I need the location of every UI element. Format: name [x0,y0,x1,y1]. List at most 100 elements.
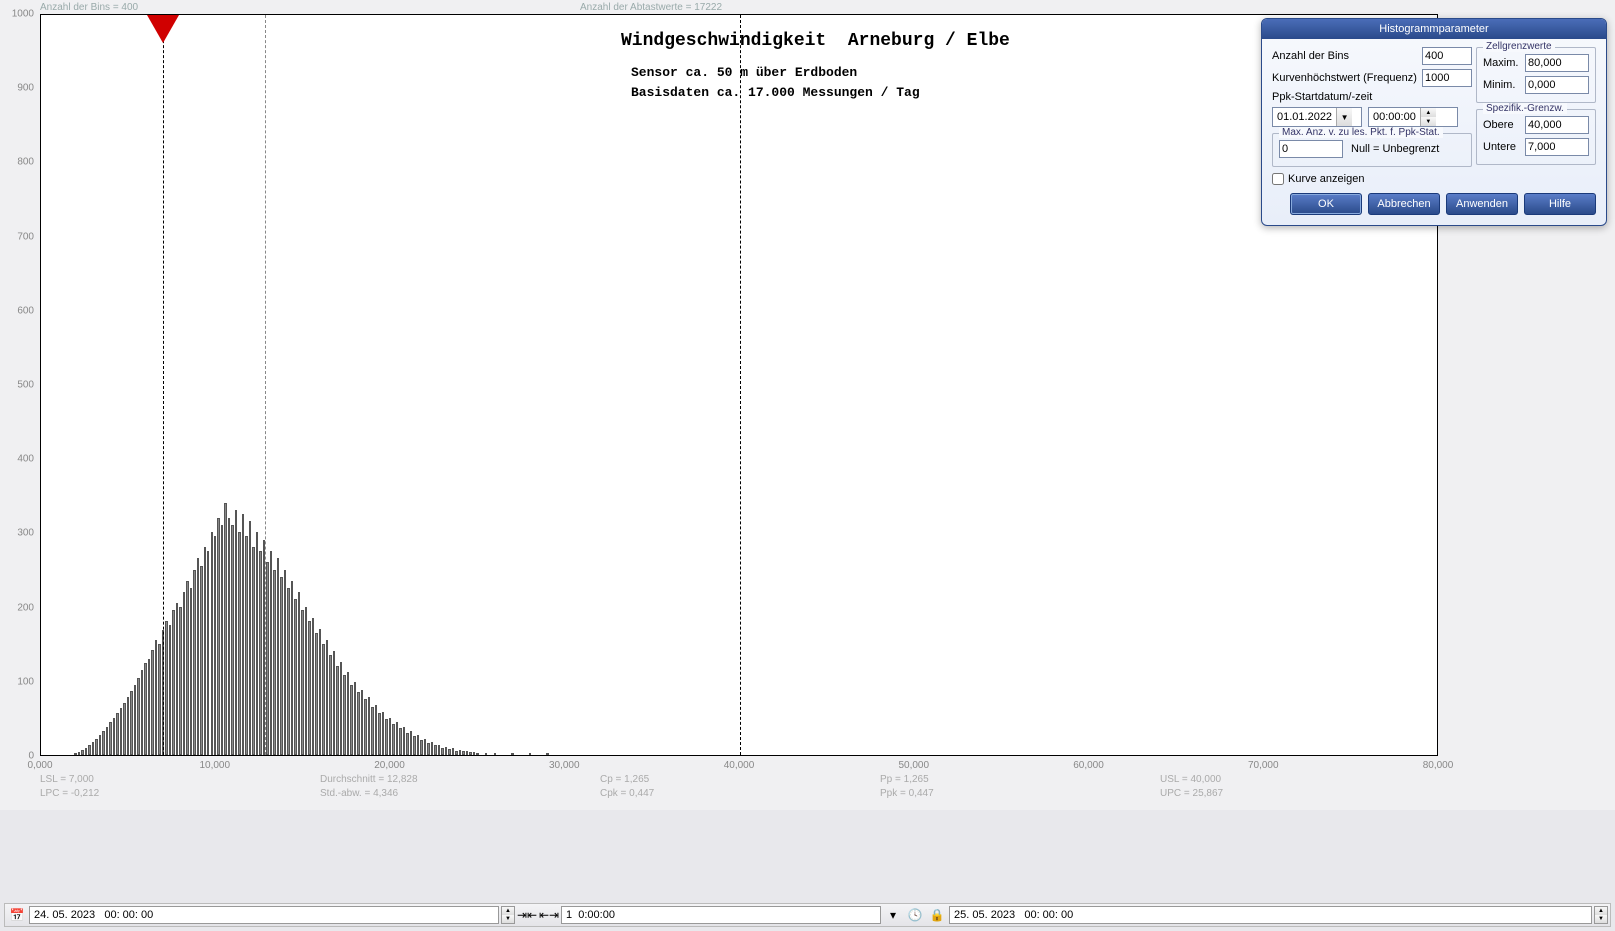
start-datetime-input[interactable] [29,906,499,924]
range-input[interactable] [561,906,881,924]
stat-lsl: LSL = 7,000 [40,774,94,785]
histogram-bar [186,581,188,755]
histogram-bar [354,682,356,755]
histogram-bar [462,751,464,755]
chart-subtitle-2: Basisdaten ca. 17.000 Messungen / Tag [631,85,920,100]
spec-upper-input[interactable] [1525,116,1589,134]
histogram-bar [214,536,216,755]
x-tick: 50,000 [898,760,929,771]
histogram-bar [347,672,349,755]
y-tick: 700 [17,231,34,242]
histogram-bar [413,736,415,755]
histogram-bar [113,718,115,755]
start-spinner[interactable]: ▲▼ [501,906,515,924]
histogram-bar [176,603,178,755]
histogram-bar [190,588,192,755]
histogram-bar [294,599,296,755]
zoom-in-icon[interactable]: ⇥⇤ [517,905,537,925]
lock-icon[interactable]: 🔒 [927,905,947,925]
histogram-params-dialog[interactable]: Histogrammparameter Anzahl der Bins Kurv… [1261,18,1607,226]
histogram-bar [403,727,405,755]
ppk-start-label: Ppk-Startdatum/-zeit [1272,91,1472,103]
histogram-bar [417,735,419,755]
x-tick: 20,000 [374,760,405,771]
ppk-date-combo[interactable]: 01.01.2022 ▼ [1272,107,1362,127]
histogram-bar [245,536,247,755]
histogram-bar [221,525,223,755]
histogram-bar [228,518,230,755]
histogram-bar [455,751,457,755]
histogram-bar [343,675,345,755]
ppk-time-spinner[interactable]: 00:00:00 ▲ ▼ [1368,107,1458,127]
x-tick: 10,000 [199,760,230,771]
usl-line [740,15,741,755]
histogram-bar [172,610,174,755]
mean-line [265,15,266,755]
help-button[interactable]: Hilfe [1524,193,1596,215]
chart-subtitle-1: Sensor ca. 50 m über Erdboden [631,65,857,80]
histogram-bar [357,692,359,755]
histogram-bar [336,666,338,755]
histogram-bar [204,547,206,755]
calendar-icon[interactable]: 📅 [7,905,27,925]
histogram-bar [371,707,373,755]
histogram-bar [287,588,289,755]
histogram-bar [511,753,513,755]
histogram-bar [361,690,363,755]
end-spinner[interactable]: ▲▼ [1594,906,1608,924]
histogram-bar [326,640,328,755]
maxpts-input[interactable] [1279,140,1343,158]
histogram-bar [270,551,272,755]
histogram-bar [485,753,487,755]
range-dropdown-icon[interactable]: ▾ [883,905,903,925]
spinner-down-icon[interactable]: ▼ [1420,117,1436,126]
zoom-out-icon[interactable]: ⇤⇥ [539,905,559,925]
dialog-title[interactable]: Histogrammparameter [1262,19,1606,39]
histogram-bar [315,633,317,755]
y-tick: 200 [17,602,34,613]
histogram-bar [81,750,83,755]
histogram-bar [127,697,129,755]
histogram-bar [183,592,185,755]
lsl-line [163,15,164,755]
histogram-bar [452,748,454,755]
x-tick: 30,000 [549,760,580,771]
histogram-bar [438,745,440,755]
histogram-bar [280,577,282,755]
histogram-bar [424,739,426,755]
dropdown-icon[interactable]: ▼ [1336,108,1352,126]
histogram-bar [448,749,450,755]
peak-input[interactable] [1422,69,1472,87]
show-curve-checkbox[interactable] [1272,173,1284,185]
histogram-bar [256,532,258,755]
y-tick: 900 [17,83,34,94]
histogram-bar [120,708,122,755]
histogram-bar [116,713,118,755]
histogram-bar [197,558,199,755]
apply-button[interactable]: Anwenden [1446,193,1518,215]
ppk-date-value: 01.01.2022 [1273,111,1336,123]
bins-input[interactable] [1422,47,1472,65]
ok-button[interactable]: OK [1290,193,1362,215]
spinner-up-icon[interactable]: ▲ [1420,108,1436,117]
clock-icon[interactable]: 🕓 [905,905,925,925]
lsl-marker-icon [147,15,179,43]
cancel-button[interactable]: Abbrechen [1368,193,1440,215]
cell-max-input[interactable] [1525,54,1589,72]
y-tick: 100 [17,676,34,687]
y-tick: 500 [17,380,34,391]
spec-lower-input[interactable] [1525,138,1589,156]
end-datetime-input[interactable] [949,906,1592,924]
cell-min-input[interactable] [1525,76,1589,94]
x-tick: 0,000 [27,760,52,771]
histogram-bar [102,731,104,755]
histogram-bar [242,514,244,755]
histogram-bar [385,719,387,755]
stat-mean: Durchschnitt = 12,828 [320,774,418,785]
histogram-bar [144,663,146,755]
histogram-bars [41,15,1437,755]
histogram-bar [476,753,478,755]
time-toolbar: 📅 ▲▼ ⇥⇤ ⇤⇥ ▾ 🕓 🔒 ▲▼ [4,903,1611,927]
histogram-plot[interactable]: Windgeschwindigkeit Arneburg / Elbe Sens… [40,14,1438,756]
histogram-bar [396,722,398,755]
